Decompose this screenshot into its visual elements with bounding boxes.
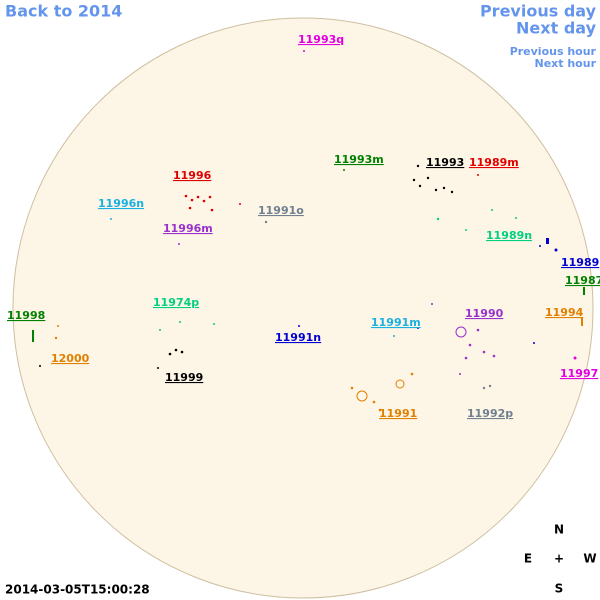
region-label[interactable]: 11992p: [467, 407, 513, 420]
region-label[interactable]: 11999: [165, 371, 203, 384]
next-hour-link[interactable]: Next hour: [535, 57, 597, 70]
region-label[interactable]: 11996m: [163, 222, 213, 235]
region-label[interactable]: 11997: [560, 367, 598, 380]
region-label[interactable]: 11993m: [334, 153, 384, 166]
compass-west: W: [583, 552, 596, 566]
region-label[interactable]: 11998: [7, 309, 45, 322]
region-label[interactable]: 11996n: [98, 197, 144, 210]
previous-hour-link[interactable]: Previous hour: [510, 45, 597, 58]
region-label[interactable]: 11996: [173, 169, 212, 182]
region-label[interactable]: 11993: [426, 156, 464, 169]
region-label[interactable]: 11989: [561, 256, 599, 269]
region-label[interactable]: 11991m: [371, 316, 421, 329]
back-link[interactable]: Back to 2014: [5, 2, 122, 21]
region-labels: 11993q 11993m 11993 11989m 11996 11996n …: [7, 33, 600, 420]
solar-disk: [12, 17, 594, 599]
region-label[interactable]: 11991: [379, 407, 417, 420]
region-label[interactable]: 11974p: [153, 296, 199, 309]
previous-day-link[interactable]: Previous day: [480, 2, 597, 21]
region-label[interactable]: 11990: [465, 307, 504, 320]
sunspots: [32, 50, 585, 412]
region-label[interactable]: 11994: [545, 306, 584, 319]
region-label[interactable]: 11993q: [298, 33, 344, 46]
compass-east: E: [524, 552, 532, 566]
region-label[interactable]: 11989n: [486, 229, 532, 242]
region-label[interactable]: 11989m: [469, 156, 519, 169]
compass-north: N: [554, 523, 564, 537]
region-label[interactable]: 11991o: [258, 204, 304, 217]
region-label[interactable]: 11987: [565, 274, 600, 287]
region-label[interactable]: 11991n: [275, 331, 321, 344]
region-label[interactable]: 12000: [51, 352, 90, 365]
timestamp: 2014-03-05T15:00:28: [5, 583, 150, 597]
next-day-link[interactable]: Next day: [516, 19, 597, 38]
compass-center: +: [554, 552, 564, 566]
compass-south: S: [555, 582, 564, 596]
